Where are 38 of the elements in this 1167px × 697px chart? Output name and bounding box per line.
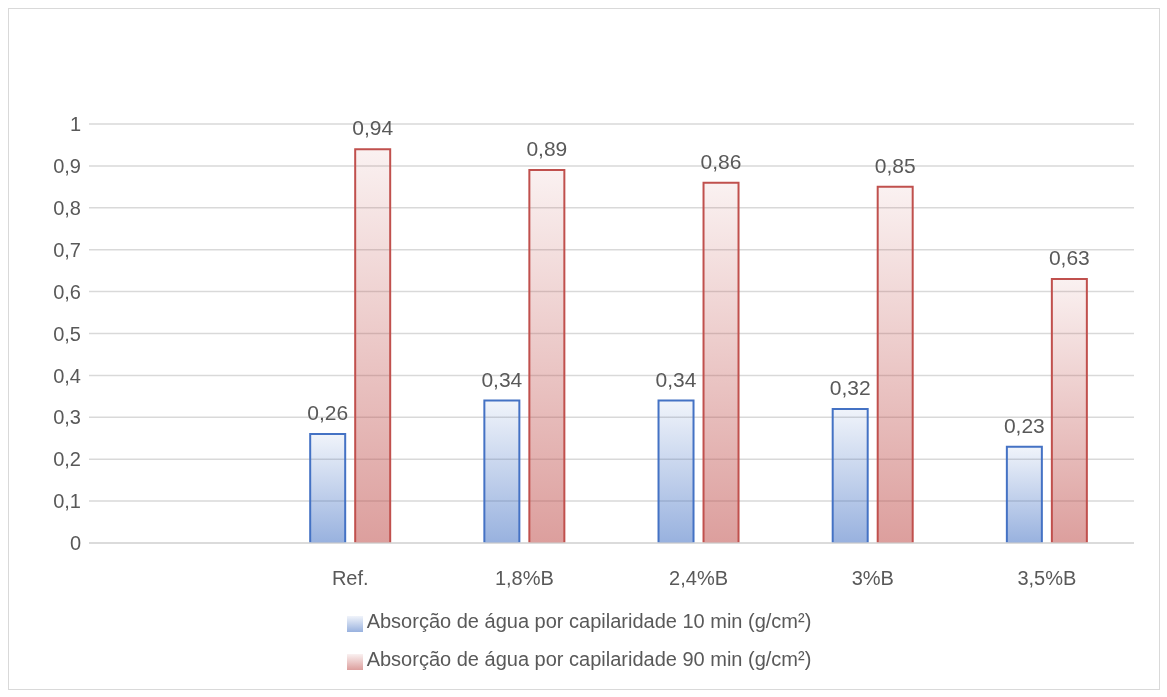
legend-label: Absorção de água por capilaridade 10 min (g/cm²): [366, 610, 812, 632]
data-label: 0,23: [1003, 413, 1045, 437]
x-tick-label: 2,4%B: [669, 567, 729, 590]
data-label: 0,26: [307, 401, 349, 425]
y-tick-label: 0,1: [53, 490, 81, 513]
y-tick-label: 0,6: [53, 280, 81, 303]
y-tick-label: 0,7: [53, 238, 81, 261]
data-label: 0,85: [874, 153, 916, 177]
data-label: 0,89: [526, 137, 568, 161]
data-label: 0,34: [481, 367, 523, 391]
bar: [702, 181, 740, 543]
data-label: 0,32: [829, 375, 871, 399]
y-tick-label: 0,8: [53, 196, 81, 219]
bar: [1005, 445, 1043, 543]
x-tick-label: 1,8%B: [494, 567, 554, 590]
data-label: 0,86: [700, 149, 742, 173]
y-tick-label: 0,3: [53, 406, 81, 429]
bar: [876, 185, 914, 543]
y-tick-label: 1: [69, 113, 81, 136]
y-tick-label: 0,9: [53, 155, 81, 177]
bar: [483, 399, 521, 543]
bar: [309, 433, 347, 543]
x-tick-label: 3%B: [851, 567, 894, 590]
y-tick-label: 0: [69, 532, 81, 555]
data-label: 0,63: [1048, 246, 1090, 270]
x-tick-label: Ref.: [331, 567, 369, 590]
bar: [528, 169, 566, 543]
legend-label: Absorção de água por capilaridade 90 min (g/cm²): [366, 648, 812, 670]
data-label: 0,34: [655, 367, 697, 391]
bar: [1050, 278, 1088, 543]
bar: [831, 407, 869, 543]
y-tick-label: 0,4: [53, 364, 81, 387]
data-label: 0,94: [352, 116, 394, 140]
y-tick-label: 0,2: [53, 448, 81, 471]
bar: [354, 148, 392, 543]
bar: [657, 399, 695, 543]
x-tick-label: 3,5%B: [1017, 567, 1077, 590]
y-tick-label: 0,5: [53, 322, 81, 345]
